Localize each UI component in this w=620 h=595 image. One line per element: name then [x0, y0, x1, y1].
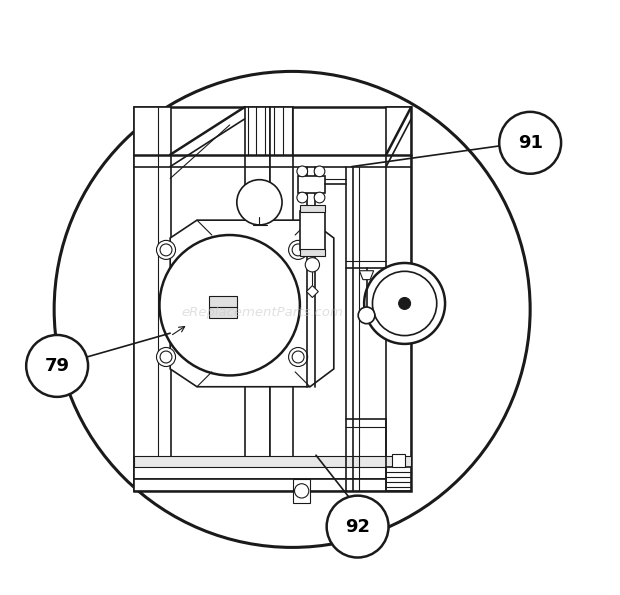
Circle shape [159, 235, 300, 375]
Circle shape [294, 484, 309, 498]
Bar [135, 466, 411, 479]
Bar [135, 107, 411, 491]
Circle shape [297, 166, 308, 177]
Circle shape [314, 192, 325, 203]
Circle shape [237, 180, 282, 225]
Bar [270, 107, 293, 491]
Polygon shape [306, 286, 318, 298]
Circle shape [399, 298, 410, 309]
Circle shape [54, 71, 530, 547]
Bar [300, 211, 325, 250]
Bar [392, 454, 405, 467]
Circle shape [358, 307, 375, 324]
Circle shape [364, 263, 445, 344]
Circle shape [160, 244, 172, 256]
Polygon shape [360, 271, 374, 280]
Circle shape [297, 192, 308, 203]
Bar [209, 296, 237, 318]
Text: 92: 92 [345, 518, 370, 536]
Text: eReplacementParts.com: eReplacementParts.com [182, 306, 343, 319]
Bar [298, 176, 325, 193]
Polygon shape [170, 220, 334, 387]
Circle shape [156, 347, 175, 367]
Text: 91: 91 [518, 134, 542, 152]
Bar [300, 205, 325, 212]
Circle shape [327, 496, 389, 558]
Circle shape [305, 258, 319, 272]
Circle shape [288, 240, 308, 259]
Circle shape [292, 244, 304, 256]
Circle shape [499, 112, 561, 174]
Circle shape [314, 166, 325, 177]
Bar [293, 479, 310, 503]
Bar [386, 107, 411, 491]
Bar [386, 467, 411, 491]
Circle shape [26, 335, 88, 397]
Bar [135, 456, 411, 467]
Circle shape [373, 271, 436, 336]
Bar [135, 479, 411, 491]
Bar [300, 249, 325, 256]
Circle shape [156, 240, 175, 259]
Bar [244, 107, 270, 491]
Circle shape [160, 351, 172, 363]
Text: 79: 79 [45, 357, 69, 375]
Circle shape [292, 351, 304, 363]
Bar [135, 107, 171, 491]
Circle shape [288, 347, 308, 367]
